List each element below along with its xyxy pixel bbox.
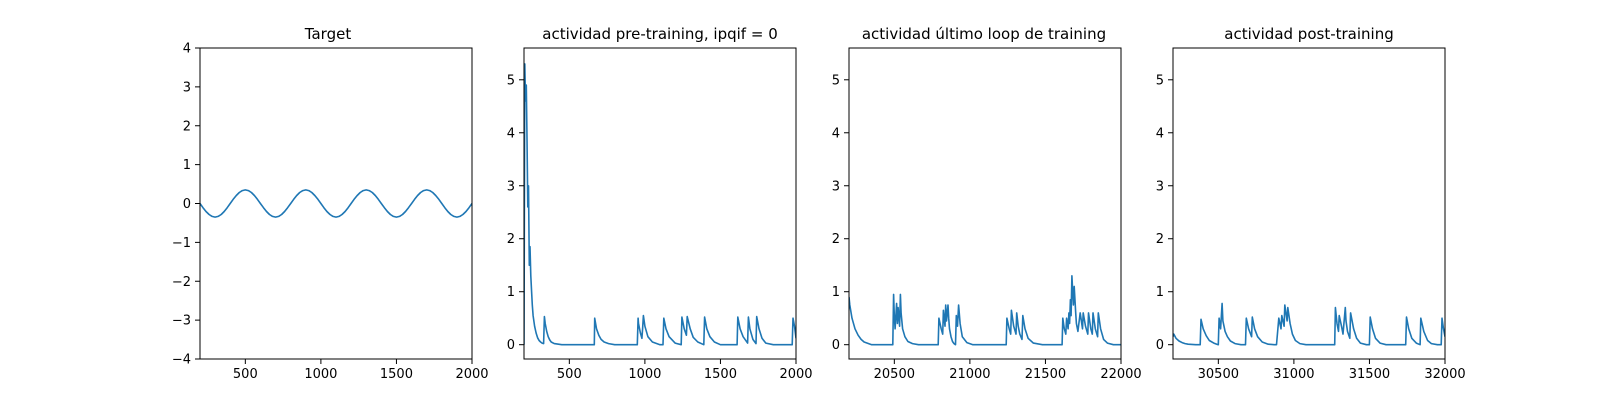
y-tick-label: 4 (1156, 126, 1164, 141)
y-tick-label: −4 (172, 353, 191, 368)
y-tick-label: 0 (507, 338, 515, 353)
y-tick-label: 0 (183, 197, 191, 212)
y-tick-label: 3 (183, 80, 191, 95)
chart-title: actividad último loop de training (862, 25, 1106, 43)
chart-panel-post-training: actividad post-training 30500 31000 31500 3… (1156, 25, 1466, 382)
x-tick-label: 22000 (1100, 367, 1141, 382)
chart-panel-pre-training: actividad pre-training, ipqif = 0 500 100… (507, 25, 813, 382)
y-tick-label: 0 (832, 338, 840, 353)
x-tick-label: 31500 (1349, 367, 1390, 382)
axes-frame (523, 47, 797, 360)
y-tick-label: 4 (507, 126, 515, 141)
x-tick-label: 21000 (949, 367, 990, 382)
x-tick-label: 500 (233, 367, 258, 382)
y-tick-label: 2 (183, 119, 191, 134)
y-tick-label: 3 (1156, 179, 1164, 194)
x-tick-label: 31000 (1273, 367, 1314, 382)
y-tick-label: −2 (172, 275, 191, 290)
series-line (200, 189, 472, 218)
x-tick-label: 32000 (1424, 367, 1465, 382)
x-tick-label: 20500 (874, 367, 915, 382)
y-tick-label: 3 (507, 179, 515, 194)
x-tick-label: 21500 (1025, 367, 1066, 382)
y-tick-label: 1 (183, 158, 191, 173)
axes-frame (1172, 47, 1446, 360)
y-tick-label: 1 (1156, 285, 1164, 300)
chart-panel-last-training-loop: actividad último loop de training 20500 2… (832, 25, 1142, 382)
y-tick-label: 2 (1156, 232, 1164, 247)
y-tick-label: 2 (507, 232, 515, 247)
y-tick-label: −1 (172, 236, 191, 251)
x-tick-label: 1500 (704, 367, 737, 382)
x-tick-label: 30500 (1198, 367, 1239, 382)
x-tick-label: 2000 (455, 367, 488, 382)
y-tick-label: 0 (1156, 338, 1164, 353)
axes-frame (848, 47, 1122, 360)
y-tick-label: 5 (1156, 73, 1164, 88)
y-tick-label: 1 (507, 285, 515, 300)
series-line (1173, 302, 1445, 346)
y-tick-label: 5 (507, 73, 515, 88)
y-tick-label: 5 (832, 73, 840, 88)
y-tick-label: 2 (832, 232, 840, 247)
x-tick-label: 1500 (380, 367, 413, 382)
axes-frame (199, 47, 473, 360)
y-tick-label: −3 (172, 314, 191, 329)
series-line (849, 274, 1121, 346)
series-line (524, 63, 796, 346)
chart-title: actividad pre-training, ipqif = 0 (542, 25, 778, 43)
x-tick-label: 1000 (628, 367, 661, 382)
x-tick-label: 2000 (779, 367, 812, 382)
chart-panel-target: Target 500 1000 1500 2000 −4 −3 −2 −1 0 1 2 3 4 (172, 25, 489, 382)
y-tick-label: 4 (832, 126, 840, 141)
y-tick-label: 1 (832, 285, 840, 300)
y-tick-label: 4 (183, 42, 191, 57)
x-tick-label: 1000 (304, 367, 337, 382)
chart-title: actividad post-training (1224, 25, 1393, 43)
y-tick-label: 3 (832, 179, 840, 194)
chart-title: Target (304, 25, 352, 43)
x-tick-label: 500 (557, 367, 582, 382)
